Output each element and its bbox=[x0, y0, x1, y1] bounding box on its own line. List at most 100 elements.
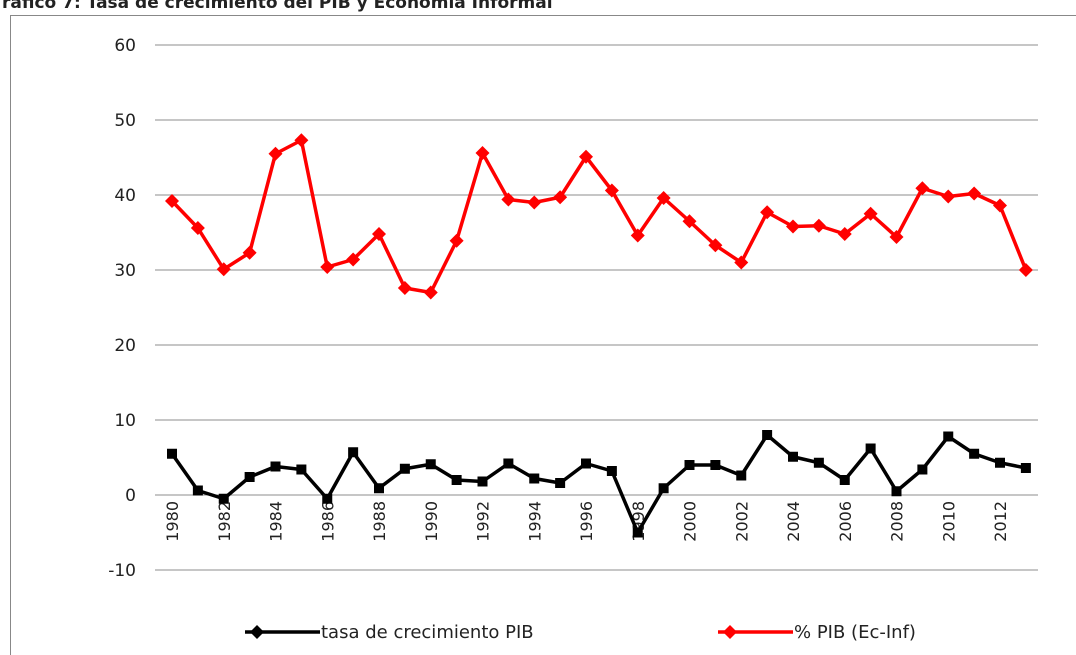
x-tick-label: 2012 bbox=[991, 501, 1010, 542]
y-tick-label: 50 bbox=[114, 111, 136, 131]
marker bbox=[632, 527, 643, 538]
marker bbox=[270, 461, 281, 472]
marker bbox=[218, 493, 229, 504]
marker bbox=[346, 252, 361, 267]
x-tick-label: 1988 bbox=[370, 501, 389, 542]
marker bbox=[708, 238, 723, 253]
x-tick-label: 1982 bbox=[215, 501, 234, 542]
marker bbox=[449, 233, 464, 248]
marker bbox=[788, 451, 798, 462]
marker bbox=[579, 149, 593, 164]
marker bbox=[397, 281, 412, 295]
marker bbox=[915, 181, 930, 196]
x-tick-label: 1994 bbox=[525, 501, 544, 542]
marker bbox=[995, 457, 1005, 468]
marker bbox=[190, 221, 205, 235]
marker bbox=[250, 625, 264, 639]
marker bbox=[656, 191, 671, 205]
marker bbox=[630, 228, 645, 243]
marker bbox=[399, 463, 410, 474]
y-tick-label: 60 bbox=[114, 36, 136, 56]
x-tick-label: 1980 bbox=[163, 501, 182, 542]
marker bbox=[555, 478, 566, 488]
marker bbox=[967, 186, 982, 201]
marker bbox=[192, 485, 203, 496]
marker bbox=[527, 195, 542, 210]
marker bbox=[477, 476, 488, 487]
marker bbox=[941, 189, 956, 204]
marker bbox=[294, 133, 309, 148]
chart-frame bbox=[10, 15, 1076, 655]
marker bbox=[865, 443, 876, 454]
marker bbox=[710, 460, 721, 470]
marker bbox=[581, 458, 591, 469]
marker bbox=[837, 227, 852, 241]
marker bbox=[529, 473, 540, 484]
marker bbox=[425, 459, 436, 470]
legend-label: tasa de crecimiento PIB bbox=[321, 622, 534, 643]
marker bbox=[682, 214, 697, 229]
marker bbox=[216, 262, 231, 277]
marker bbox=[839, 475, 850, 485]
marker bbox=[734, 255, 749, 270]
legend-label: % PIB (Ec-Inf) bbox=[794, 622, 916, 643]
marker bbox=[348, 447, 359, 458]
marker bbox=[320, 260, 335, 274]
x-tick-label: 1986 bbox=[318, 501, 337, 542]
x-tick-label: 2010 bbox=[939, 501, 958, 542]
x-tick-label: 2000 bbox=[681, 501, 700, 542]
marker bbox=[762, 430, 773, 440]
marker bbox=[786, 219, 800, 234]
marker bbox=[889, 230, 904, 244]
marker bbox=[475, 146, 490, 160]
marker bbox=[684, 460, 695, 470]
marker bbox=[604, 183, 619, 198]
x-tick-label: 2008 bbox=[888, 501, 907, 542]
x-tick-label: 2006 bbox=[836, 501, 855, 542]
marker bbox=[503, 458, 514, 469]
y-tick-label: 40 bbox=[114, 186, 136, 206]
x-tick-label: 1984 bbox=[267, 501, 286, 542]
marker bbox=[969, 448, 980, 459]
marker bbox=[811, 218, 826, 233]
marker bbox=[993, 198, 1007, 213]
marker bbox=[553, 190, 568, 205]
marker bbox=[501, 192, 516, 207]
marker bbox=[165, 194, 179, 208]
marker bbox=[760, 205, 775, 220]
marker bbox=[813, 457, 824, 468]
series-line bbox=[170, 433, 1027, 535]
marker bbox=[943, 431, 954, 442]
marker bbox=[296, 464, 307, 475]
chart-title: ráfico 7: Tasa de crecimiento del PIB y … bbox=[2, 0, 553, 13]
marker bbox=[167, 448, 177, 459]
marker bbox=[1018, 263, 1033, 277]
marker bbox=[268, 146, 283, 161]
marker bbox=[322, 493, 333, 504]
marker bbox=[1020, 463, 1031, 473]
marker bbox=[451, 475, 462, 485]
y-tick-label: 10 bbox=[114, 411, 136, 431]
x-tick-label: 2002 bbox=[732, 501, 751, 542]
marker bbox=[917, 464, 928, 475]
marker bbox=[863, 206, 878, 221]
x-tick-label: 1996 bbox=[577, 501, 596, 542]
marker bbox=[374, 483, 384, 494]
x-tick-label: 1992 bbox=[474, 501, 493, 542]
marker bbox=[658, 483, 669, 494]
marker bbox=[244, 472, 255, 482]
y-tick-label: 20 bbox=[114, 336, 136, 356]
x-tick-label: 1990 bbox=[422, 501, 441, 542]
y-tick-label: 30 bbox=[114, 261, 136, 281]
marker bbox=[242, 245, 257, 260]
marker bbox=[736, 470, 747, 481]
x-tick-label: 2004 bbox=[784, 501, 803, 542]
marker bbox=[372, 227, 386, 241]
series-line bbox=[170, 138, 1028, 295]
y-tick-label: 0 bbox=[125, 486, 136, 506]
y-tick-label: -10 bbox=[108, 561, 136, 581]
marker bbox=[606, 466, 617, 476]
marker bbox=[723, 625, 737, 639]
marker bbox=[891, 486, 902, 497]
